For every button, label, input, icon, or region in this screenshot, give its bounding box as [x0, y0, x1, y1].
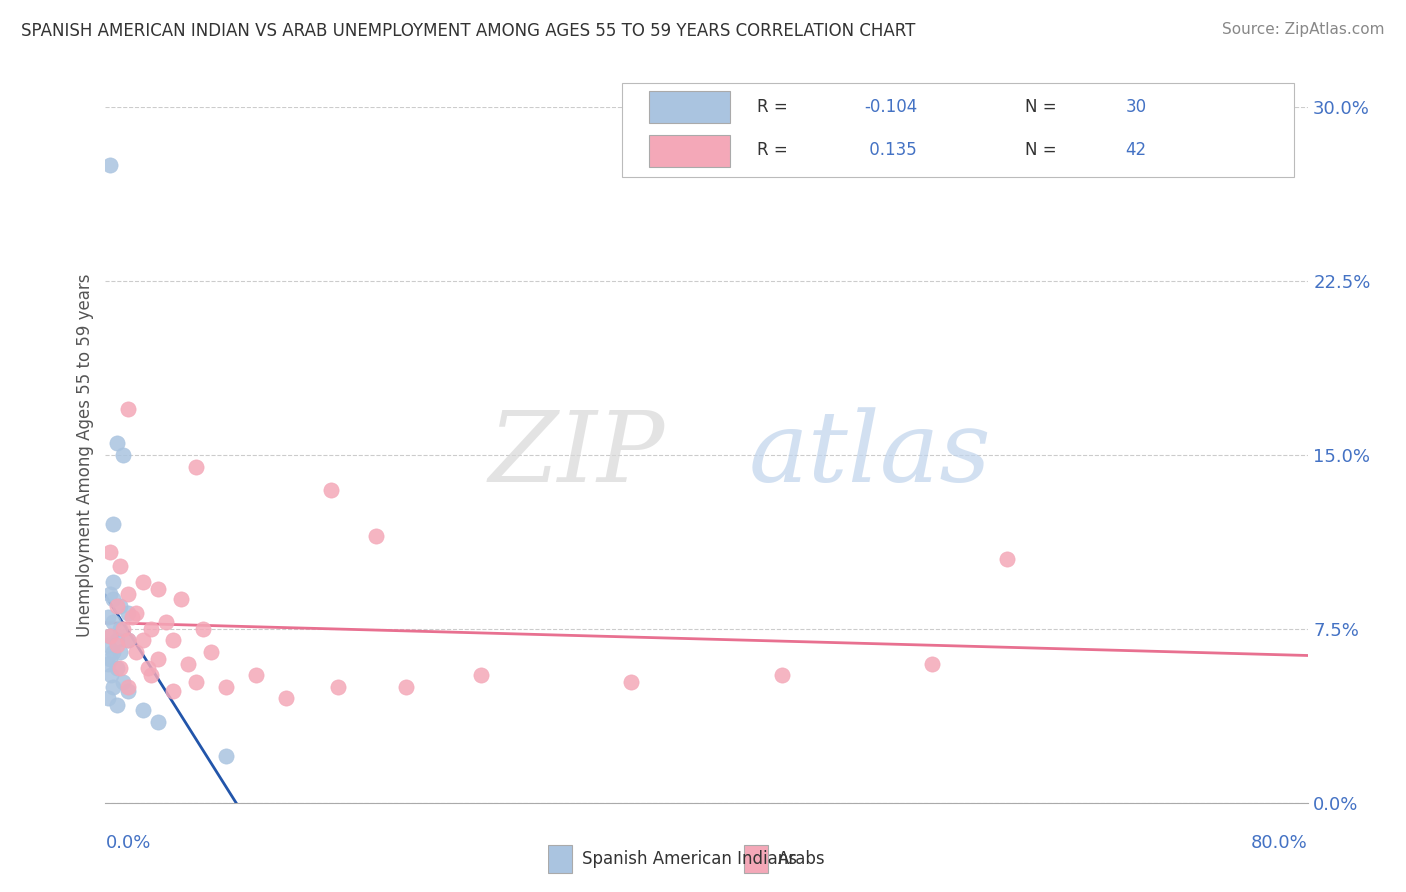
Point: [136, 661, 159, 675]
Point: [101, 645, 124, 659]
Point: [146, 582, 169, 597]
Point: [139, 622, 162, 636]
Text: 80.0%: 80.0%: [1251, 834, 1308, 852]
Point: [101, 575, 124, 590]
Point: [107, 698, 129, 713]
Point: [770, 668, 793, 682]
Point: [98, 629, 121, 643]
Text: Spanish American Indians: Spanish American Indians: [582, 849, 797, 868]
Point: [364, 529, 387, 543]
Point: [132, 575, 155, 590]
Point: [155, 615, 177, 629]
Point: [107, 633, 129, 648]
Point: [146, 652, 169, 666]
Text: N =: N =: [1025, 98, 1062, 116]
Point: [169, 591, 191, 606]
Point: [162, 684, 184, 698]
Point: [98, 587, 121, 601]
Text: Source: ZipAtlas.com: Source: ZipAtlas.com: [1222, 22, 1385, 37]
Point: [319, 483, 342, 497]
Point: [132, 633, 155, 648]
Point: [245, 668, 267, 682]
Point: [121, 610, 143, 624]
Point: [124, 645, 146, 659]
Point: [107, 436, 129, 450]
Point: [110, 559, 132, 574]
Point: [995, 552, 1018, 566]
Text: 30: 30: [1126, 98, 1147, 116]
Text: R =: R =: [756, 98, 793, 116]
Bar: [548, 845, 572, 872]
Point: [117, 633, 139, 648]
Point: [191, 622, 214, 636]
Point: [117, 680, 139, 694]
Point: [100, 668, 122, 682]
Point: [214, 749, 236, 764]
Point: [214, 680, 236, 694]
Point: [132, 703, 155, 717]
Point: [107, 599, 129, 613]
Point: [921, 657, 943, 671]
Point: [110, 661, 132, 675]
Point: [146, 714, 169, 729]
Bar: [650, 91, 730, 123]
Bar: [744, 845, 768, 872]
Point: [98, 629, 121, 643]
Point: [395, 680, 418, 694]
Point: [328, 680, 350, 694]
Point: [112, 675, 135, 690]
Point: [101, 591, 124, 606]
Text: atlas: atlas: [748, 408, 991, 502]
Point: [97, 657, 120, 671]
Point: [101, 680, 124, 694]
Text: 0.0%: 0.0%: [105, 834, 150, 852]
Point: [117, 401, 139, 416]
Point: [117, 606, 139, 620]
Y-axis label: Unemployment Among Ages 55 to 59 years: Unemployment Among Ages 55 to 59 years: [76, 273, 94, 637]
Bar: [650, 136, 730, 168]
Point: [110, 599, 132, 613]
Point: [98, 652, 121, 666]
Point: [200, 645, 222, 659]
Point: [107, 638, 129, 652]
Text: 42: 42: [1126, 142, 1147, 160]
Point: [117, 684, 139, 698]
Point: [162, 633, 184, 648]
Point: [274, 691, 297, 706]
Point: [110, 622, 132, 636]
Text: -0.104: -0.104: [863, 98, 917, 116]
Point: [101, 615, 124, 629]
Point: [184, 459, 207, 474]
Point: [98, 158, 121, 172]
Point: [620, 675, 643, 690]
Point: [470, 668, 492, 682]
Point: [117, 587, 139, 601]
Point: [107, 661, 129, 675]
Point: [139, 668, 162, 682]
Text: SPANISH AMERICAN INDIAN VS ARAB UNEMPLOYMENT AMONG AGES 55 TO 59 YEARS CORRELATI: SPANISH AMERICAN INDIAN VS ARAB UNEMPLOY…: [21, 22, 915, 40]
Point: [110, 645, 132, 659]
Text: N =: N =: [1025, 142, 1062, 160]
Point: [124, 606, 146, 620]
Text: ZIP: ZIP: [488, 408, 665, 502]
Point: [97, 610, 120, 624]
Text: Arabs: Arabs: [778, 849, 825, 868]
Text: 0.135: 0.135: [863, 142, 917, 160]
Point: [112, 448, 135, 462]
Point: [177, 657, 200, 671]
Point: [97, 638, 120, 652]
Point: [117, 633, 139, 648]
Point: [97, 691, 120, 706]
Point: [98, 545, 121, 559]
Point: [101, 517, 124, 532]
Point: [112, 622, 135, 636]
Text: R =: R =: [756, 142, 793, 160]
Point: [184, 675, 207, 690]
